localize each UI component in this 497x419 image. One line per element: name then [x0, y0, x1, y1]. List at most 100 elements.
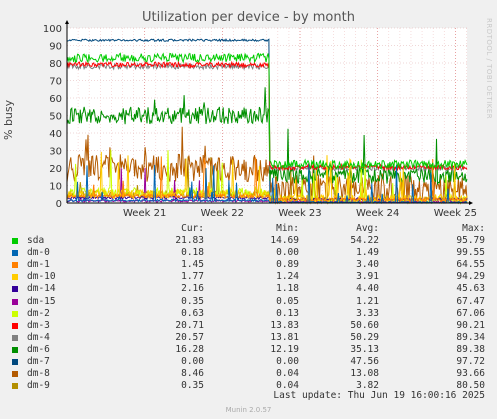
- legend-cur-value: 20.71: [175, 319, 204, 331]
- x-tick-label: Week 21: [123, 208, 166, 219]
- legend-max-value: 97.72: [456, 356, 485, 368]
- legend-cur-value: 2.16: [181, 283, 204, 295]
- legend-max-value: 90.21: [456, 319, 485, 331]
- y-tick-label: 10: [49, 182, 62, 193]
- legend-min-value: 14.69: [270, 235, 299, 247]
- legend-avg-value: 50.29: [350, 331, 379, 343]
- legend-max-value: 99.55: [456, 247, 485, 259]
- header-cur: Cur:: [181, 223, 204, 234]
- legend-min-value: 0.04: [276, 368, 299, 380]
- legend-avg-value: 4.40: [356, 283, 379, 295]
- y-axis-arrow: [65, 20, 69, 24]
- legend-min-value: 0.04: [276, 380, 299, 392]
- legend-min-value: 1.18: [276, 283, 299, 295]
- legend-row-dm-9: dm-9 0.35 0.04 3.82 80.50: [12, 380, 492, 392]
- x-tick-label: Week 23: [278, 208, 321, 219]
- legend-swatch: [12, 322, 18, 329]
- legend-row-sda: sda 21.83 14.69 54.22 95.79: [12, 235, 492, 247]
- legend-avg-value: 3.91: [356, 271, 379, 283]
- legend-swatch: [12, 250, 18, 257]
- legend-series-name: dm-10: [27, 271, 56, 283]
- legend-cur-value: 0.63: [181, 307, 204, 319]
- legend-min-value: 13.83: [270, 319, 299, 331]
- legend-max-value: 64.55: [456, 259, 485, 271]
- rrdtool-watermark: RRDTOOL / TOBI OETIKER: [485, 18, 493, 120]
- legend-row-dm-10: dm-10 1.77 1.24 3.91 94.29: [12, 271, 492, 283]
- y-tick-label: 30: [49, 147, 62, 158]
- y-tick-label: 100: [43, 24, 62, 35]
- legend-series-name: dm-15: [27, 295, 56, 307]
- legend-swatch: [12, 334, 18, 341]
- header-avg: Avg:: [356, 223, 379, 234]
- legend-cur-value: 0.00: [181, 356, 204, 368]
- legend-swatch: [12, 238, 18, 245]
- legend-max-value: 93.66: [456, 368, 485, 380]
- legend-max-value: 67.47: [456, 295, 485, 307]
- y-tick-label: 70: [49, 77, 62, 88]
- legend-series-name: dm-8: [27, 368, 50, 380]
- legend-series-name: dm-14: [27, 283, 56, 295]
- legend-series-name: dm-7: [27, 356, 50, 368]
- series-line-dm-10: [66, 151, 468, 205]
- chart-title: Utilization per device - by month: [142, 10, 355, 25]
- legend-min-value: 13.81: [270, 331, 299, 343]
- legend-swatch: [12, 359, 18, 366]
- legend-avg-value: 35.13: [350, 343, 379, 355]
- legend-min-value: 0.00: [276, 356, 299, 368]
- x-tick-label: Week 24: [356, 208, 399, 219]
- legend-max-value: 95.79: [456, 235, 485, 247]
- legend-cur-value: 0.18: [181, 247, 204, 259]
- legend-swatch: [12, 310, 18, 317]
- y-tick-label: 50: [49, 112, 62, 123]
- legend-row-dm-15: dm-15 0.35 0.05 1.21 67.47: [12, 296, 492, 308]
- legend-avg-value: 3.33: [356, 307, 379, 319]
- legend-cur-value: 20.57: [175, 331, 204, 343]
- legend-swatch: [12, 383, 18, 390]
- legend-avg-value: 3.82: [356, 380, 379, 392]
- legend-swatch: [12, 298, 18, 305]
- legend-min-value: 1.24: [276, 271, 299, 283]
- legend-max-value: 89.34: [456, 331, 485, 343]
- legend-cur-value: 8.46: [181, 368, 204, 380]
- legend-swatch: [12, 274, 18, 281]
- legend-row-dm-6: dm-6 16.28 12.19 35.13 89.38: [12, 344, 492, 356]
- y-tick-label: 0: [56, 199, 62, 210]
- legend-series-name: dm-3: [27, 319, 50, 331]
- last-update: Last update: Thu Jun 19 16:00:16 2025: [273, 390, 485, 401]
- version-label: Munin 2.0.57: [225, 406, 272, 414]
- legend-min-value: 0.89: [276, 259, 299, 271]
- legend-series-name: dm-0: [27, 247, 50, 259]
- legend-series-name: sda: [27, 235, 45, 247]
- legend-avg-value: 1.21: [356, 295, 379, 307]
- legend-swatch: [12, 346, 18, 353]
- legend-max-value: 94.29: [456, 271, 485, 283]
- legend-cur-value: 16.28: [175, 343, 204, 355]
- legend-min-value: 0.13: [276, 307, 299, 319]
- legend-row-dm-2: dm-2 0.63 0.13 3.33 67.06: [12, 308, 492, 320]
- legend-series-name: dm-9: [27, 380, 50, 392]
- legend-max-value: 89.38: [456, 343, 485, 355]
- series-line-sda: [66, 52, 468, 171]
- legend-cur-value: 21.83: [175, 235, 204, 247]
- legend-cur-value: 1.45: [181, 259, 204, 271]
- legend-row-dm-3: dm-3 20.71 13.83 50.60 90.21: [12, 320, 492, 332]
- y-tick-label: 80: [49, 59, 62, 70]
- legend-min-value: 0.05: [276, 295, 299, 307]
- legend-avg-value: 47.56: [350, 356, 379, 368]
- y-tick-label: 60: [49, 94, 62, 105]
- legend-max-value: 67.06: [456, 307, 485, 319]
- legend-series-name: dm-6: [27, 343, 50, 355]
- header-max: Max:: [462, 223, 485, 234]
- x-axis-arrow: [469, 201, 473, 205]
- legend-cur-value: 1.77: [181, 271, 204, 283]
- legend-row-dm-14: dm-14 2.16 1.18 4.40 45.63: [12, 283, 492, 295]
- legend-table: Cur: Min: Avg: Max: sda 21.83 14.69 54.22 95…: [12, 223, 492, 392]
- legend-swatch: [12, 286, 18, 293]
- x-tick-label: Week 22: [201, 208, 244, 219]
- legend-row-dm-4: dm-4 20.57 13.81 50.29 89.34: [12, 332, 492, 344]
- legend-swatch: [12, 262, 18, 269]
- y-tick-label: 20: [49, 164, 62, 175]
- legend-series-name: dm-1: [27, 259, 50, 271]
- legend-series-name: dm-4: [27, 331, 50, 343]
